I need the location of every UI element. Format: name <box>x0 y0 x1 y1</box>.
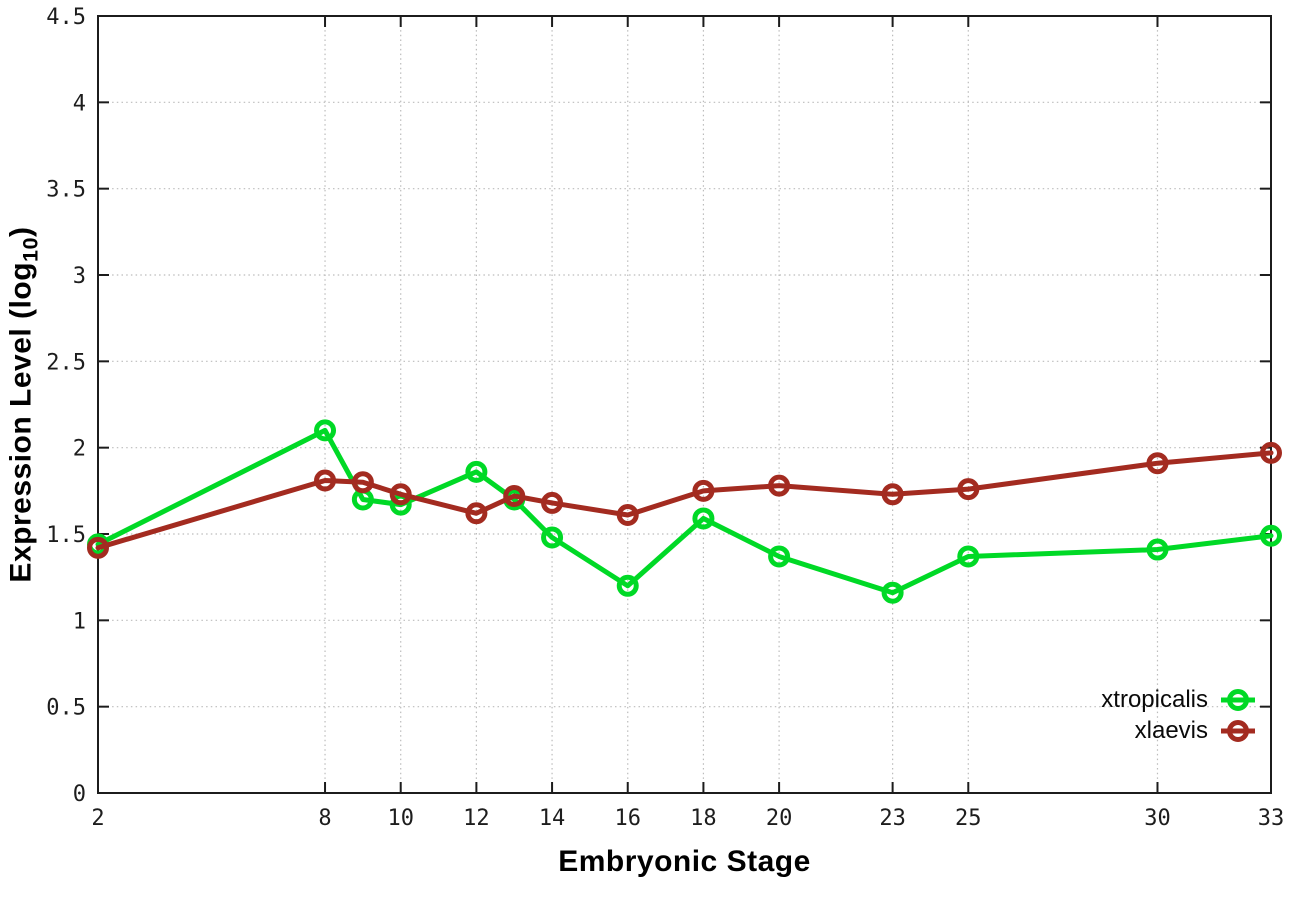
x-tick-label: 2 <box>91 806 104 831</box>
x-tick-label: 25 <box>955 806 982 831</box>
plot-border <box>97 15 1272 794</box>
legend-label-xlaevis: xlaevis <box>1134 716 1208 744</box>
y-tick-label: 2.5 <box>46 350 86 375</box>
y-tick-label: 2 <box>73 437 86 462</box>
x-tick-label: 16 <box>614 806 641 831</box>
xtropicalis-point-stage-16 <box>616 574 639 597</box>
x-tick-label: 33 <box>1258 806 1285 831</box>
y-tick-label: 0 <box>73 782 86 807</box>
xtropicalis-line-marker-icon <box>1221 688 1255 711</box>
xtropicalis-point-stage-25 <box>957 545 980 568</box>
y-axis-title: Expression Level (log10) <box>2 16 46 793</box>
y-tick-label: 3 <box>73 264 86 289</box>
legend-label-xtropicalis: xtropicalis <box>1101 685 1208 713</box>
xlaevis-point-stage-10 <box>389 483 412 506</box>
x-tick-label: 10 <box>387 806 414 831</box>
xlaevis-point-stage-25 <box>957 478 980 501</box>
xlaevis-point-stage-8 <box>314 469 337 492</box>
legend: xtropicalis xlaevis <box>1101 684 1256 746</box>
xtropicalis-point-stage-23 <box>881 581 904 604</box>
y-tick-label: 1.5 <box>46 523 86 548</box>
x-tick-label: 18 <box>690 806 717 831</box>
xtropicalis-point-stage-12 <box>465 460 488 483</box>
x-axis-title: Embryonic Stage <box>558 845 811 878</box>
xlaevis-point-stage-13 <box>503 485 526 508</box>
xlaevis-point-stage-33 <box>1260 441 1282 464</box>
xtropicalis-point-stage-14 <box>541 526 564 549</box>
y-tick-label: 4 <box>73 91 86 116</box>
xtropicalis-point-stage-20 <box>768 545 791 568</box>
x-tick-label: 20 <box>766 806 793 831</box>
xtropicalis-point-stage-8 <box>314 419 337 442</box>
xlaevis-point-stage-20 <box>768 474 791 497</box>
x-tick-label: 8 <box>318 806 331 831</box>
xlaevis-point-stage-2 <box>87 536 109 559</box>
legend-entry-xtropicalis: xtropicalis <box>1101 684 1256 715</box>
y-axis-title-text: Expression Level (log10) <box>4 226 43 583</box>
xlaevis-point-stage-18 <box>692 479 715 502</box>
x-tick-label: 23 <box>879 806 906 831</box>
xtropicalis-point-stage-18 <box>692 507 715 530</box>
y-tick-label: 1 <box>73 609 86 634</box>
xlaevis-point-stage-12 <box>465 502 488 525</box>
xtropicalis-point-stage-33 <box>1260 524 1282 547</box>
xlaevis-point-stage-30 <box>1146 452 1169 475</box>
y-tick-label: 4.5 <box>46 5 86 30</box>
y-tick-label: 0.5 <box>46 696 86 721</box>
x-tick-label: 14 <box>539 806 566 831</box>
xtropicalis-point-stage-30 <box>1146 538 1169 561</box>
x-tick-label: 30 <box>1144 806 1171 831</box>
xlaevis-point-stage-9 <box>351 471 374 494</box>
xlaevis-point-stage-16 <box>616 504 639 527</box>
xlaevis-point-stage-14 <box>541 491 564 514</box>
xtropicalis-line <box>95 427 1274 596</box>
y-tick-label: 3.5 <box>46 178 86 203</box>
xlaevis-point-stage-23 <box>881 483 904 506</box>
legend-entry-xlaevis: xlaevis <box>1135 715 1256 746</box>
xlaevis-line-marker-icon <box>1221 719 1255 742</box>
x-tick-label: 12 <box>463 806 490 831</box>
